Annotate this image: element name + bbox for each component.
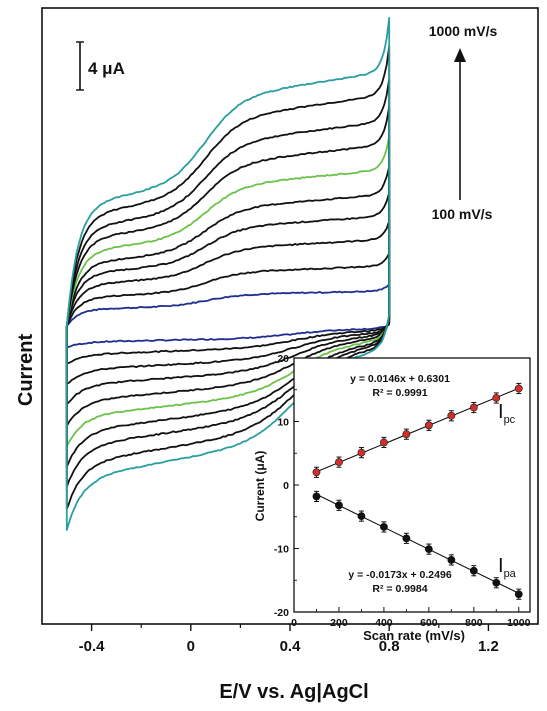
inset-point-I_pc (402, 430, 411, 439)
ipa-r2: R² = 0.9984 (372, 583, 427, 595)
inset-x-tick-label: 1000 (507, 617, 531, 629)
inset-point-I_pa (447, 556, 456, 564)
inset-point-I_pc (514, 384, 523, 393)
inset-fit-lines (316, 387, 520, 594)
inset-fit-line-1 (316, 493, 520, 594)
scan-rate-arrow: 1000 mV/s 100 mV/s (429, 23, 498, 222)
inset-point-I_pa (402, 534, 411, 543)
inset-point-I_pa (514, 590, 523, 599)
inset-point-I_pc (380, 438, 388, 447)
inset-point-I_pc (335, 458, 343, 467)
ipa-label-sub: pa (504, 568, 517, 580)
inset-x-tick-label: 200 (330, 617, 348, 629)
scale-bar-label: 4 μA (88, 59, 125, 78)
main-x-tick-label: 0.4 (280, 638, 302, 655)
inset-y-axis-label: Current (μA) (253, 451, 267, 522)
main-y-axis-label: Current (15, 334, 37, 407)
inset-point-I_pa (469, 566, 478, 575)
ipc-r2: R² = 0.9991 (372, 387, 427, 399)
inset-point-I_pc (357, 448, 366, 457)
inset-point-I_pc (424, 421, 433, 430)
inset-point-I_pc (469, 403, 478, 412)
inset-point-I_pa (357, 512, 366, 521)
cv-curve-1000 (65, 17, 391, 531)
scale-bar: 4 μA (76, 41, 125, 91)
scan-rate-arrowhead (454, 48, 466, 62)
inset-x-tick-label: 800 (465, 617, 483, 629)
main-x-tick-label: -0.4 (79, 638, 106, 655)
inset-y-tick-label: 20 (277, 353, 289, 365)
main-x-tick-label: 1.2 (478, 638, 499, 655)
inset-point-I_pc (447, 411, 456, 420)
inset-point-I_pa (380, 523, 388, 531)
inset-axis-ticks: 0 200 400 600 800 1000 -20 -10 0 10 20 (274, 353, 531, 629)
inset-y-tick-label: 0 (283, 480, 289, 492)
inset-data-points (312, 382, 523, 600)
inset-x-axis-label: Scan rate (mV/s) (363, 628, 465, 643)
scan-rate-bottom-label: 100 mV/s (432, 206, 493, 222)
main-x-ticks: -0.4 0 0.4 0.8 1.2 (79, 624, 499, 655)
inset-x-tick-label: 0 (291, 617, 297, 629)
ipa-equation: y = -0.0173x + 0.2496 (348, 569, 451, 581)
cv-curves (65, 17, 391, 531)
ipc-label-main: I (498, 401, 504, 423)
ipa-label-main: I (498, 555, 504, 577)
inset-point-I_pa (312, 492, 321, 501)
main-x-axis-label: E/V vs. Ag|AgCl (219, 681, 368, 703)
main-x-tick-label: 0.8 (379, 638, 400, 655)
inset-point-I_pa (424, 545, 433, 554)
inset-x-tick-label: 600 (420, 617, 438, 629)
inset-point-I_pc (312, 468, 321, 477)
main-x-tick-label: 0 (187, 638, 195, 655)
ipc-equation: y = 0.0146x + 0.6301 (350, 373, 450, 385)
ipc-series-label: Ipc (498, 401, 516, 426)
inset-point-I_pa (335, 501, 343, 510)
inset-point-I_pc (492, 394, 501, 402)
inset-x-tick-label: 400 (375, 617, 393, 629)
scan-rate-top-label: 1000 mV/s (429, 23, 498, 39)
inset-y-tick-label: -10 (274, 544, 289, 556)
inset-fit-line-0 (316, 387, 519, 473)
ipc-label-sub: pc (504, 414, 516, 426)
inset-point-I_pa (492, 578, 501, 587)
ipa-series-label: Ipa (498, 555, 517, 580)
cv-curve-100 (65, 283, 391, 349)
inset-y-tick-label: -20 (274, 607, 289, 619)
inset-y-tick-label: 10 (277, 417, 289, 429)
